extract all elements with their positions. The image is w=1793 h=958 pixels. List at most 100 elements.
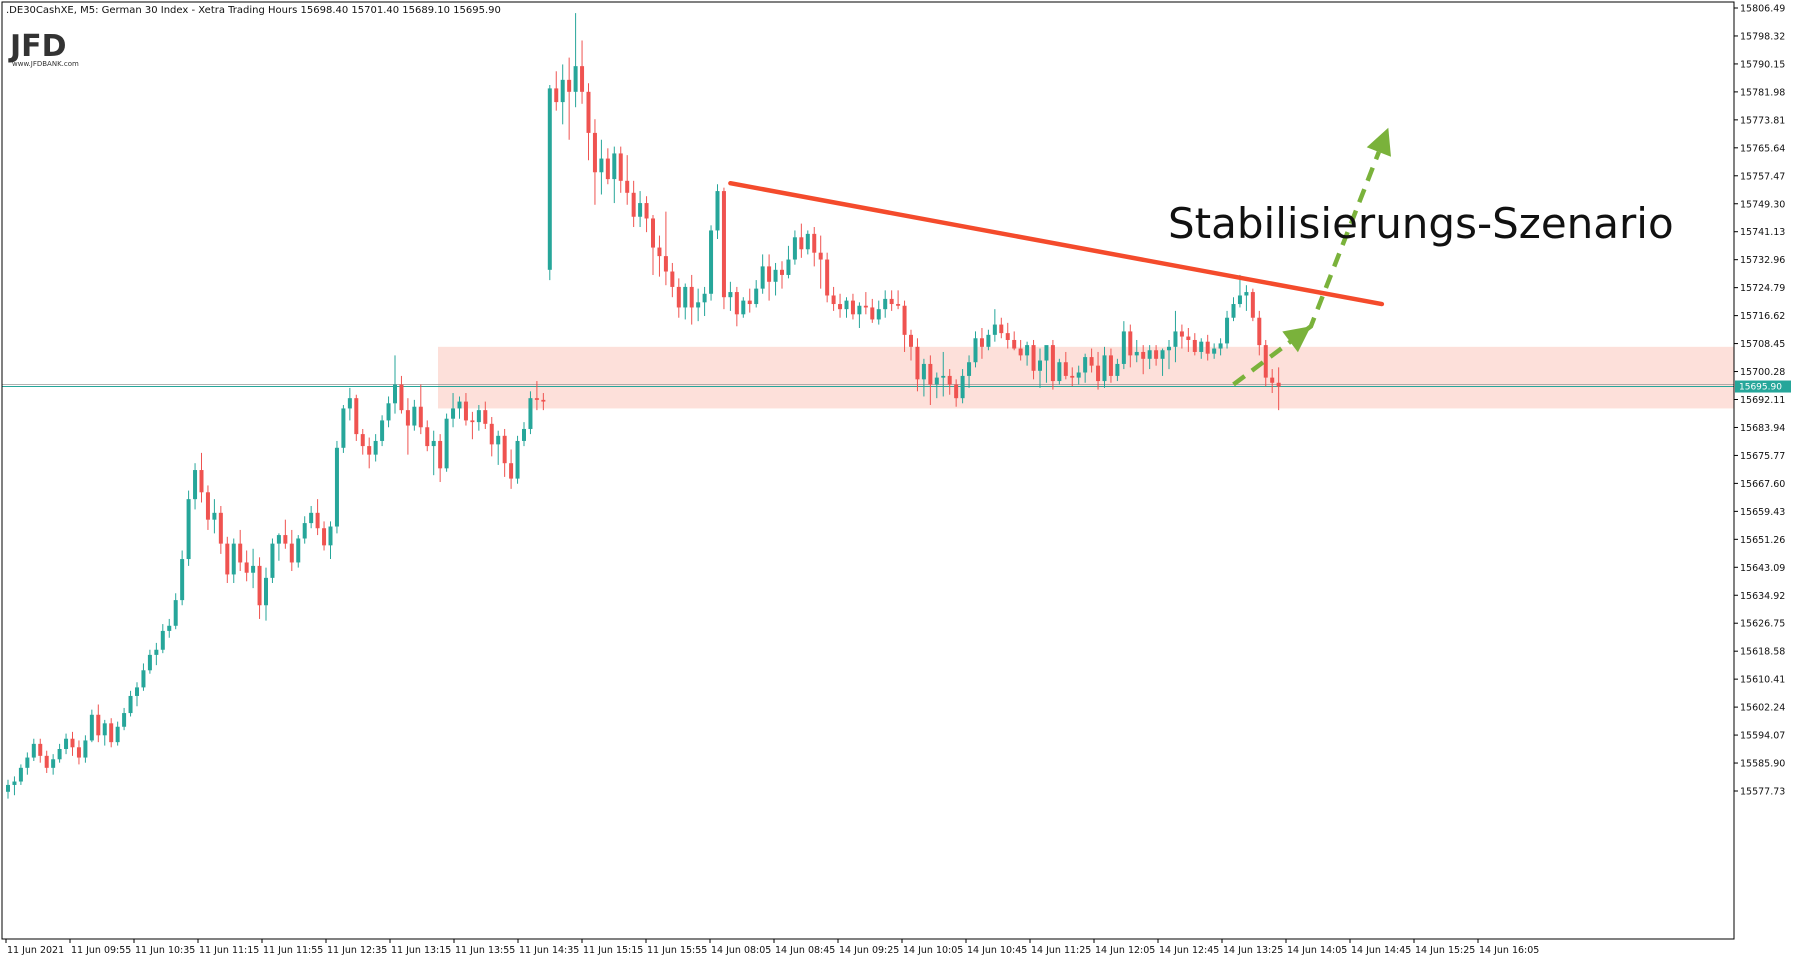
- y-tick-label: 15594.07: [1740, 731, 1785, 742]
- candle-body: [1121, 331, 1126, 364]
- candle: [760, 254, 765, 294]
- candle-body: [328, 526, 333, 546]
- candle: [1115, 358, 1120, 382]
- y-tick-label: 15634.92: [1740, 591, 1785, 602]
- candle: [31, 738, 36, 761]
- x-tick-label: 11 Jun 11:15: [199, 945, 259, 956]
- candle: [76, 740, 81, 765]
- candle: [102, 719, 107, 746]
- candle: [1167, 339, 1171, 370]
- candle-body: [1205, 341, 1210, 354]
- candle: [780, 261, 784, 289]
- y-tick-label: 15602.24: [1740, 703, 1785, 714]
- candle: [1070, 367, 1075, 387]
- candle: [709, 225, 714, 301]
- candle: [186, 490, 191, 566]
- candle-body: [425, 427, 430, 447]
- candle-body: [1218, 343, 1223, 349]
- y-tick-label: 15765.64: [1740, 143, 1785, 154]
- candle-body: [6, 784, 10, 792]
- candle-body: [534, 398, 539, 400]
- candle: [747, 288, 752, 313]
- candle-body: [1031, 345, 1036, 371]
- candle: [1057, 358, 1062, 385]
- y-tick-label: 15724.79: [1740, 283, 1785, 294]
- candle-body: [154, 649, 159, 655]
- candle: [1012, 331, 1017, 351]
- candle-body: [1199, 341, 1204, 352]
- candle: [612, 146, 617, 204]
- y-tick-label: 15806.49: [1740, 4, 1785, 15]
- candle-body: [1141, 351, 1146, 359]
- candle-body: [683, 286, 688, 308]
- logo-text: JFD: [8, 29, 67, 64]
- candle: [496, 430, 501, 465]
- candle-body: [573, 66, 578, 92]
- candle-body: [360, 434, 365, 447]
- candle-body: [928, 363, 933, 385]
- candle: [973, 331, 978, 368]
- candle-body: [334, 447, 339, 527]
- candle-body: [1057, 362, 1062, 382]
- candle-body: [580, 66, 585, 92]
- candle-body: [1250, 292, 1255, 318]
- candle: [818, 235, 823, 289]
- candle-body: [180, 559, 185, 601]
- candle: [1199, 338, 1204, 359]
- candle: [960, 369, 965, 404]
- candle-body: [399, 384, 404, 411]
- candle: [1102, 346, 1107, 388]
- candle: [276, 533, 281, 561]
- candle-body: [57, 749, 62, 760]
- candle-body: [780, 269, 784, 275]
- y-tick-label: 15749.30: [1740, 199, 1785, 210]
- candle: [1225, 310, 1230, 349]
- candle: [734, 286, 739, 327]
- candle-body: [567, 79, 572, 92]
- candle: [902, 300, 907, 352]
- candle-body: [670, 271, 675, 287]
- candle-body: [876, 309, 881, 320]
- candle-body: [1276, 382, 1281, 387]
- candle: [1179, 324, 1184, 349]
- candle-body: [1257, 317, 1262, 346]
- candle-body: [231, 543, 236, 575]
- candle: [651, 215, 655, 275]
- candle: [25, 752, 30, 775]
- candle-body: [812, 233, 817, 253]
- candle-body: [651, 218, 655, 248]
- x-tick-label: 14 Jun 09:25: [839, 945, 899, 956]
- candle-body: [941, 375, 946, 378]
- candle-body: [709, 230, 714, 294]
- x-tick-label: 11 Jun 12:35: [327, 945, 387, 956]
- candle: [1134, 339, 1139, 363]
- candle: [870, 298, 875, 323]
- candle-body: [296, 538, 301, 563]
- candle: [231, 538, 236, 583]
- candle-body: [1173, 331, 1178, 347]
- candle: [625, 155, 630, 205]
- candle: [992, 309, 997, 342]
- x-tick-label: 14 Jun 12:45: [1159, 945, 1219, 956]
- candle: [812, 227, 817, 267]
- candle: [302, 516, 307, 544]
- candle: [767, 254, 772, 301]
- candle: [967, 355, 972, 388]
- candle-body: [1038, 360, 1042, 371]
- candle-body: [515, 440, 520, 479]
- candle-body: [657, 247, 662, 257]
- candle-body: [322, 528, 327, 546]
- candle: [979, 327, 984, 359]
- candle-body: [612, 153, 617, 180]
- candle: [1108, 348, 1113, 383]
- y-tick-label: 15692.11: [1740, 395, 1785, 406]
- y-tick-label: 15643.09: [1740, 563, 1785, 574]
- y-tick-label: 15700.28: [1740, 367, 1785, 378]
- price-axis: 15806.49 15798.32 15790.15 15781.98 15773.81…: [1734, 4, 1791, 798]
- candle-body: [128, 695, 133, 714]
- candle-body: [1134, 351, 1139, 356]
- candle-body: [754, 288, 759, 305]
- candle: [1212, 343, 1217, 359]
- candle-body: [193, 470, 198, 500]
- x-tick-label: 14 Jun 10:45: [967, 945, 1027, 956]
